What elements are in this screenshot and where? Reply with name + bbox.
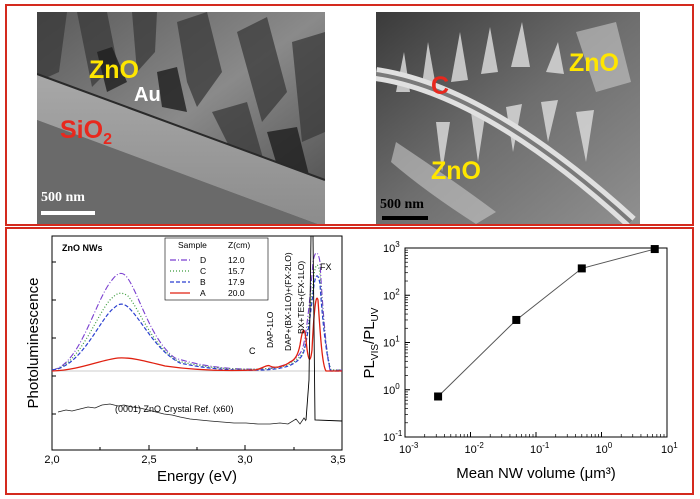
ratio-ytick-label: 103: [383, 240, 400, 255]
ratio-ytick-label: 10-1: [383, 429, 403, 444]
ratio-data-point: [512, 315, 521, 324]
pl-legend: Sample Z(cm) D 12.0 C 15.7 B 17.9 A 20.0: [164, 237, 269, 301]
spectrum-fx-peak: [305, 235, 343, 422]
scale-bar-label-left: 500 nm: [41, 190, 85, 205]
pl-xtick-1: 2,0: [44, 454, 59, 466]
sio2-label-main: SiO: [60, 116, 104, 144]
ratio-data-point: [650, 245, 659, 254]
spectrum-a: [51, 297, 342, 372]
spectrum-c: [51, 264, 342, 371]
sio2-label: SiO2: [60, 116, 112, 149]
tem-image-right: C ZnO ZnO 500 nm: [376, 12, 640, 224]
ratio-plot-area: [404, 247, 668, 438]
legend-z-a: 20.0: [228, 288, 245, 298]
legend-sample-d: D: [200, 255, 206, 265]
legend-header-sample: Sample: [178, 240, 207, 250]
legend-z-c: 15.7: [228, 266, 245, 276]
pl-xtick-2: 2,5: [141, 454, 156, 466]
legend-sample-c: C: [200, 266, 206, 276]
ratio-data-point: [434, 392, 443, 401]
au-label: Au: [134, 84, 161, 106]
legend-z-b: 17.9: [228, 277, 245, 287]
spectrum-reference: [57, 403, 307, 425]
plots-panel-frame: [5, 227, 694, 495]
scale-bar-label-right: 500 nm: [380, 197, 424, 212]
ratio-xtick-label: 100: [596, 441, 613, 456]
ratio-ylabel-num-sub: VIS: [370, 344, 381, 360]
annotation-bx-tes: BX+TES+(FX-1LO): [296, 261, 306, 334]
tem-image-left: ZnO Au SiO2 500 nm: [37, 12, 325, 224]
ratio-xlabel: Mean NW volume (μm³): [456, 465, 616, 482]
annotation-dap-bx: DAP+(BX-1LO)+(FX-2LO): [283, 252, 293, 351]
spectrum-d: [51, 252, 342, 371]
ratio-xtick-label: 10-2: [465, 441, 485, 456]
pl-xlabel: Energy (eV): [157, 468, 237, 485]
ratio-series-line: [437, 248, 655, 397]
annotation-c: C: [249, 346, 256, 356]
ratio-ytick-label: 101: [383, 335, 400, 350]
pl-xtick-4: 3,5: [330, 454, 345, 466]
zno-label-bottom: ZnO: [431, 157, 481, 185]
legend-z-d: 12.0: [228, 255, 245, 265]
pl-title: ZnO NWs: [62, 243, 103, 253]
ratio-data-point: [577, 264, 586, 273]
ratio-ytick-label: 100: [383, 382, 400, 397]
pl-xtick-3: 3,0: [237, 454, 252, 466]
pl-ylabel: Photoluminescence: [25, 278, 42, 409]
scale-bar-right: [382, 216, 428, 220]
sio2-label-sub: 2: [103, 131, 112, 148]
ratio-ylabel-slash: /PL: [361, 321, 378, 344]
zno-label: ZnO: [89, 56, 139, 84]
annotation-fx: FX: [320, 262, 332, 272]
ratio-xtick-label: 101: [661, 441, 678, 456]
spectrum-b: [51, 275, 342, 372]
legend-sample-b: B: [200, 277, 206, 287]
scale-bar-left: [41, 211, 95, 215]
ratio-ytick-label: 102: [383, 287, 400, 302]
ratio-xtick-label: 10-3: [399, 441, 419, 456]
annotation-reference: (0001) ZnO Crystal Ref. (x60): [115, 404, 234, 414]
ratio-ylabel-num: PL: [361, 360, 378, 378]
ratio-ylabel-den-sub: UV: [370, 307, 381, 321]
legend-header-z: Z(cm): [228, 240, 250, 250]
legend-sample-a: A: [200, 288, 206, 298]
zno-label-top: ZnO: [569, 49, 619, 77]
annotation-dap-1lo: DAP-1LO: [265, 311, 275, 348]
ratio-xtick-label: 10-1: [530, 441, 550, 456]
carbon-label: C: [431, 72, 450, 100]
ratio-ylabel: PLVIS/PLUV: [361, 307, 381, 378]
tem-panel-frame: [5, 4, 694, 226]
